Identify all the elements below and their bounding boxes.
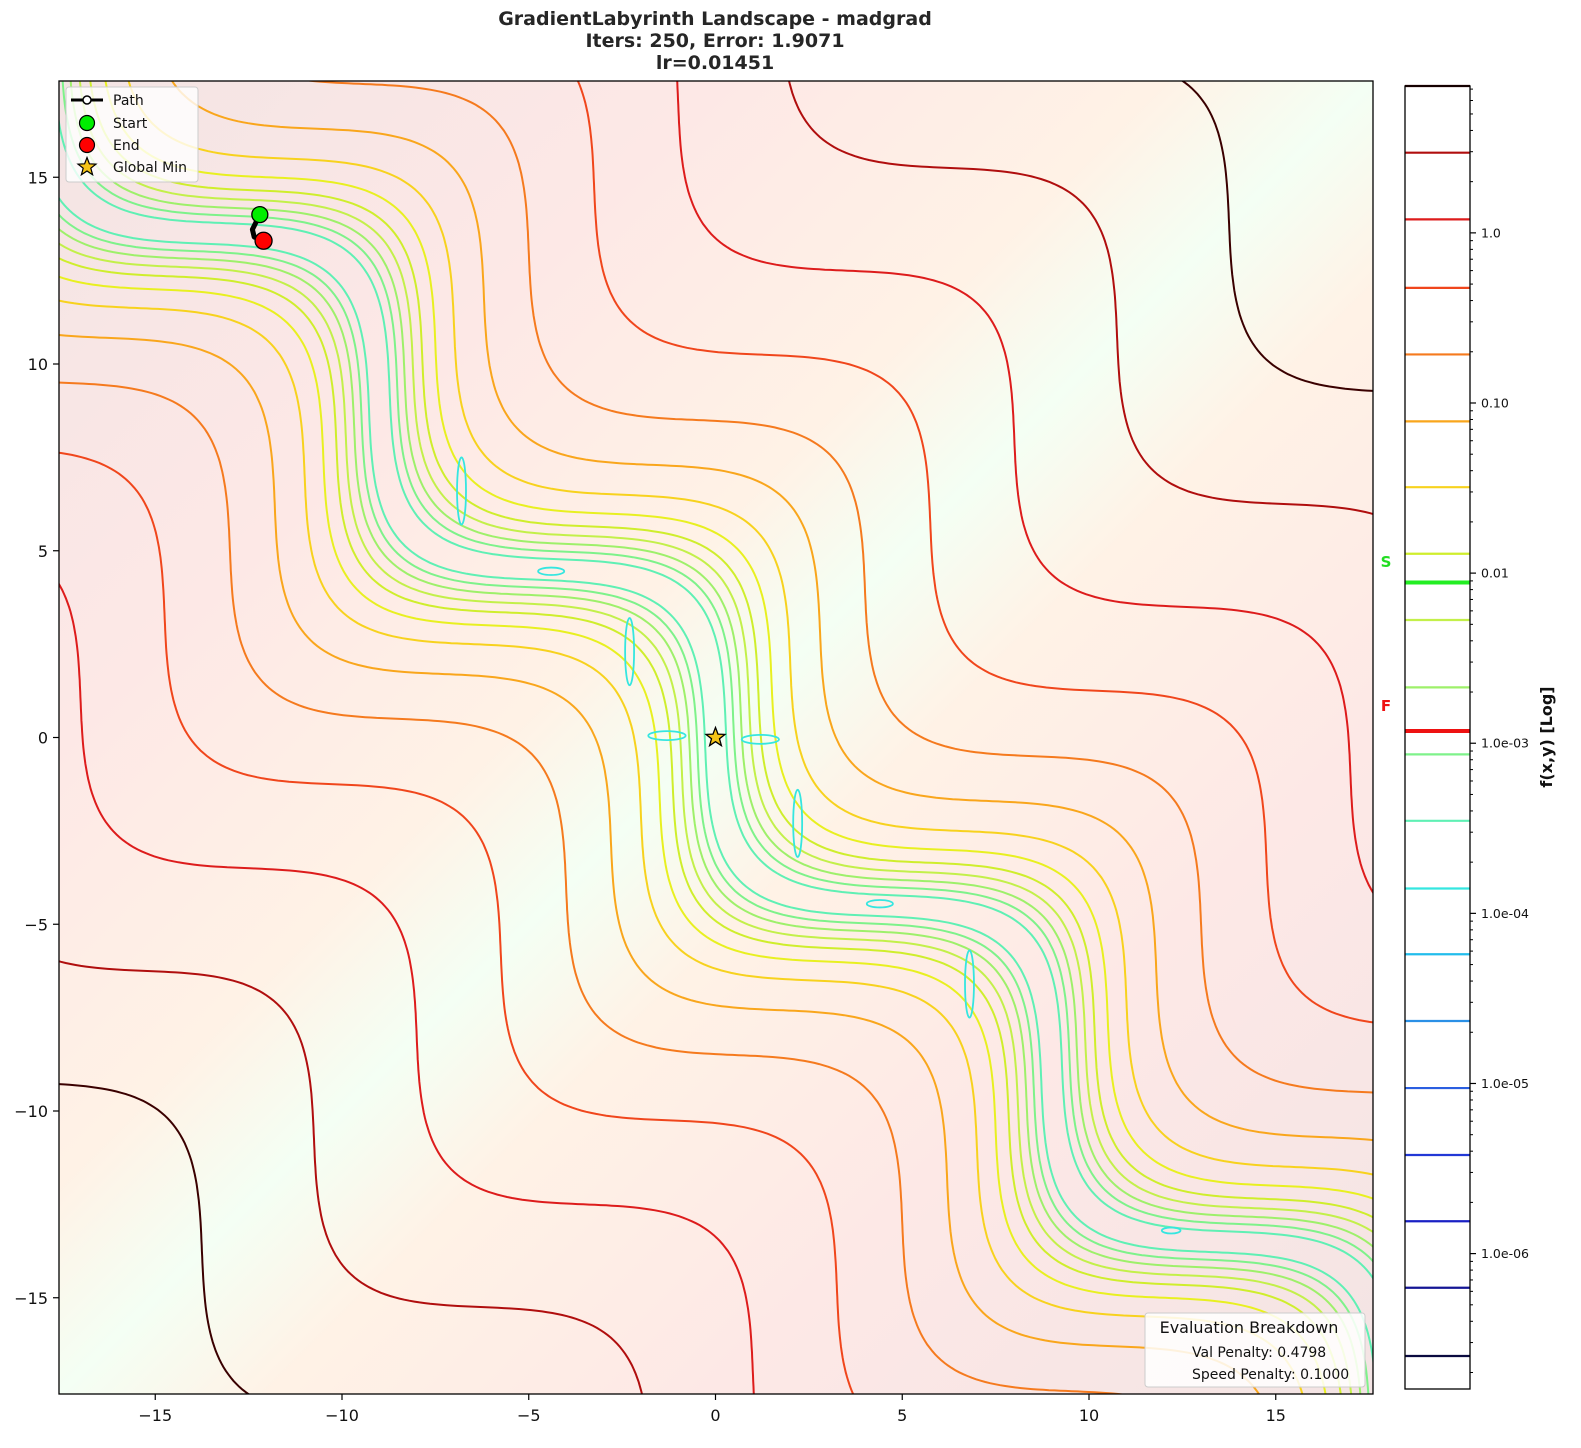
title-line-3: lr=0.01451 [655, 52, 775, 74]
legend-item-start: Start [78, 114, 148, 132]
colorbar-tick-label: 1.0e-06 [1481, 1246, 1529, 1261]
y-tick-label: 15 [28, 168, 48, 187]
legend-item-global-min: Global Min [76, 155, 187, 177]
evaluation-box [1144, 1312, 1366, 1388]
y-axis: −15 −10 −5 0 5 10 15 [14, 168, 59, 1308]
valley-contour [537, 566, 566, 576]
colorbar-finish-marker: F [1381, 697, 1391, 715]
global-min-star [704, 725, 727, 748]
legend-label-end: End [113, 138, 140, 154]
colorbar-body [1405, 86, 1470, 1389]
legend-label-start: Start [113, 116, 148, 132]
x-axis: −15 −10 −5 0 5 10 15 [138, 1394, 1286, 1425]
x-tick-label: 5 [897, 1406, 907, 1425]
end-circle-icon [78, 136, 96, 154]
chart-title: GradientLabyrinth Landscape - madgrad It… [0, 8, 1430, 74]
path-marker-icon [82, 95, 92, 105]
valley-contour [865, 899, 894, 909]
x-tick-label: −15 [138, 1406, 172, 1425]
speed-penalty: Speed Penalty: 0.1000 [1192, 1367, 1349, 1383]
colorbar-start-marker: S [1381, 553, 1392, 571]
legend-item-end: End [78, 136, 140, 154]
y-tick-label: −5 [24, 915, 48, 934]
colorbar-tick-label: 1.0e-03 [1481, 736, 1529, 751]
end-marker [254, 231, 273, 250]
valley-contour [647, 730, 687, 742]
valley-contour [792, 788, 804, 858]
legend-label-path: Path [113, 93, 144, 109]
x-tick-label: 10 [1079, 1406, 1099, 1425]
evaluation-title: Evaluation Breakdown [1160, 1318, 1339, 1337]
colorbar-tick-label: 1.0e-05 [1481, 1076, 1529, 1091]
valley-contour [456, 456, 467, 526]
y-tick-label: −10 [14, 1102, 48, 1121]
valley-contour [1160, 1226, 1182, 1235]
colorbar-tick-label: 0.10 [1481, 395, 1509, 410]
x-tick-label: −5 [517, 1406, 541, 1425]
legend-box [65, 86, 199, 183]
colorbar-ticks: 1.0 0.10 0.01 1.0e-03 1.0e-04 1.0e-05 1.0e-06 [1470, 88, 1529, 1374]
colorbar-tick-label: 0.01 [1481, 566, 1509, 581]
y-tick-label: 10 [28, 355, 48, 374]
title-line-1: GradientLabyrinth Landscape - madgrad [498, 8, 932, 30]
y-tick-label: 5 [38, 542, 48, 561]
evaluation-breakdown-box: Evaluation Breakdown Val Penalty: 0.4798… [1144, 1312, 1366, 1388]
legend-item-path: Path [71, 93, 144, 109]
title-line-2: Iters: 250, Error: 1.9071 [585, 30, 845, 52]
star-icon [76, 155, 98, 177]
start-marker [251, 205, 269, 224]
valley-contour [740, 733, 780, 745]
colorbar-frame [1404, 85, 1471, 1390]
colorbar: 1.00.100.011.0e-031.0e-041.0e-051.0e-06 … [1381, 84, 1556, 1390]
valley-contour [964, 949, 975, 1019]
x-tick-label: 15 [1266, 1406, 1286, 1425]
val-penalty: Val Penalty: 0.4798 [1192, 1345, 1326, 1361]
legend-label-global-min: Global Min [113, 160, 187, 176]
x-tick-label: 0 [710, 1406, 720, 1425]
legend: Path Start End Global Min [65, 86, 199, 183]
optimizer-path [249, 205, 727, 748]
colorbar-tick-label: 1.0 [1481, 225, 1501, 240]
y-tick-label: −15 [14, 1289, 48, 1308]
y-tick-label: 0 [38, 729, 48, 748]
x-tick-label: −10 [325, 1406, 359, 1425]
valley-contour [624, 617, 635, 687]
start-circle-icon [78, 114, 96, 132]
colorbar-tick-label: 1.0e-04 [1481, 906, 1529, 921]
colorbar-label: f(x,y) [Log] [1537, 686, 1556, 787]
